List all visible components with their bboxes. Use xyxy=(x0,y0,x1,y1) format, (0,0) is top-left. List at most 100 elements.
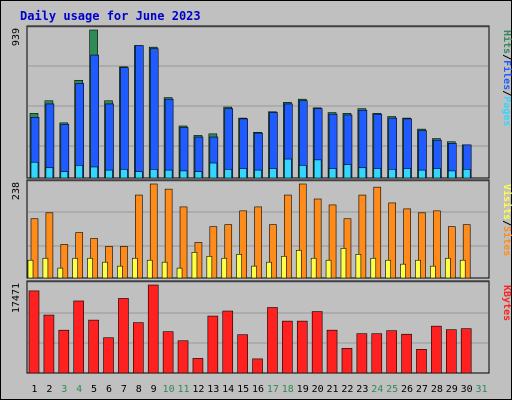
bar-kbytes-day-12 xyxy=(192,358,204,374)
bar-visits-day-21 xyxy=(325,259,332,279)
bar-files-day-10 xyxy=(164,98,174,179)
panel-1-ymax-label: 939 xyxy=(11,28,22,46)
bar-sites-day-17 xyxy=(269,224,277,279)
bar-pages-day-18 xyxy=(284,158,292,179)
bar-files-day-8 xyxy=(135,45,144,179)
bar-kbytes-day-24 xyxy=(371,333,383,374)
series-label-visits: Visits xyxy=(501,184,512,220)
bar-sites-day-28 xyxy=(433,210,441,279)
bar-visits-day-7 xyxy=(117,265,123,279)
bar-pages-day-19 xyxy=(298,165,307,179)
bar-files-day-4 xyxy=(75,83,85,179)
x-tick-day-9: 9 xyxy=(151,384,157,395)
bar-sites-day-8 xyxy=(135,194,143,279)
x-tick-day-26: 26 xyxy=(401,384,413,395)
bar-visits-day-14 xyxy=(221,257,228,279)
x-tick-day-20: 20 xyxy=(312,384,324,395)
chart-title: Daily usage for June 2023 xyxy=(20,9,201,23)
x-tick-day-10: 10 xyxy=(163,384,175,395)
bar-sites-day-9 xyxy=(149,183,158,279)
bar-sites-day-21 xyxy=(328,204,337,279)
x-tick-day-14: 14 xyxy=(222,384,234,395)
bar-visits-day-6 xyxy=(102,261,108,279)
x-tick-day-1: 1 xyxy=(31,384,37,395)
bar-pages-day-13 xyxy=(209,162,218,179)
bar-files-day-14 xyxy=(224,108,234,179)
bar-pages-day-29 xyxy=(447,170,456,179)
bar-pages-day-10 xyxy=(164,169,173,179)
x-tick-day-15: 15 xyxy=(237,384,249,395)
bar-visits-day-29 xyxy=(444,257,451,279)
bar-kbytes-day-11 xyxy=(177,340,189,374)
bar-visits-day-5 xyxy=(87,257,93,279)
bar-pages-day-12 xyxy=(194,171,203,179)
bar-sites-day-16 xyxy=(254,206,262,279)
bar-kbytes-day-21 xyxy=(326,329,338,374)
bar-sites-day-10 xyxy=(164,188,173,279)
bar-kbytes-day-7 xyxy=(118,298,129,374)
bar-kbytes-day-8 xyxy=(133,322,144,374)
x-tick-day-17: 17 xyxy=(267,384,279,395)
bar-sites-day-15 xyxy=(239,210,247,279)
bar-visits-day-30 xyxy=(459,259,466,279)
bar-files-day-7 xyxy=(120,67,129,179)
series-label-kbytes: KBytes xyxy=(501,285,512,321)
bar-visits-day-12 xyxy=(191,252,198,279)
x-tick-day-5: 5 xyxy=(91,384,97,395)
bar-files-day-9 xyxy=(149,48,159,179)
x-tick-day-31: 31 xyxy=(476,384,488,395)
x-tick-day-25: 25 xyxy=(386,384,398,395)
series-label-hits: Hits xyxy=(501,30,512,54)
bar-kbytes-day-20 xyxy=(311,311,323,374)
bar-visits-day-19 xyxy=(295,250,302,279)
bar-sites-day-18 xyxy=(284,194,292,279)
x-tick-day-29: 29 xyxy=(446,384,458,395)
series-label-sites: Sites xyxy=(501,226,512,256)
bar-pages-day-14 xyxy=(224,169,233,179)
panel-3-series-labels: KBytes xyxy=(501,285,512,321)
bar-visits-day-17 xyxy=(266,261,272,279)
x-tick-day-13: 13 xyxy=(207,384,219,395)
bar-sites-day-30 xyxy=(462,224,471,279)
x-tick-day-4: 4 xyxy=(76,384,82,395)
bar-visits-day-1 xyxy=(27,259,34,279)
bar-kbytes-day-25 xyxy=(386,330,397,374)
bar-pages-day-1 xyxy=(30,161,39,179)
x-tick-day-22: 22 xyxy=(341,384,353,395)
bar-kbytes-day-23 xyxy=(356,333,368,374)
series-label-separator: / xyxy=(501,54,512,60)
bar-kbytes-day-22 xyxy=(341,348,353,374)
x-tick-day-23: 23 xyxy=(356,384,368,395)
bar-kbytes-day-30 xyxy=(460,328,472,374)
bar-kbytes-day-1 xyxy=(28,290,40,374)
bar-visits-day-4 xyxy=(72,257,79,279)
bar-kbytes-day-28 xyxy=(431,325,442,374)
bar-visits-day-28 xyxy=(430,265,436,279)
bar-sites-day-25 xyxy=(388,202,396,279)
panel-3-ymax-label: 17471 xyxy=(11,283,22,313)
bar-pages-day-25 xyxy=(388,169,396,179)
x-tick-day-8: 8 xyxy=(136,384,142,395)
bar-kbytes-day-14 xyxy=(222,310,234,374)
bar-pages-day-6 xyxy=(105,169,113,179)
bar-visits-day-8 xyxy=(132,257,138,279)
bar-files-day-11 xyxy=(179,127,189,179)
bar-kbytes-day-10 xyxy=(162,331,174,374)
bar-visits-day-27 xyxy=(415,259,421,279)
bar-visits-day-24 xyxy=(370,257,377,279)
bar-visits-day-18 xyxy=(281,255,287,279)
bar-sites-day-29 xyxy=(447,226,456,279)
bar-pages-day-26 xyxy=(403,168,411,179)
bar-kbytes-day-18 xyxy=(282,320,293,374)
series-label-files: Files xyxy=(501,60,512,90)
bar-visits-day-22 xyxy=(340,248,347,279)
panel-2-ymax-label: 238 xyxy=(11,182,22,200)
x-tick-day-21: 21 xyxy=(326,384,338,395)
bar-visits-day-15 xyxy=(236,254,242,279)
bar-pages-day-28 xyxy=(433,168,441,179)
x-tick-day-27: 27 xyxy=(416,384,428,395)
bar-pages-day-16 xyxy=(254,169,262,179)
bar-sites-day-26 xyxy=(403,208,411,279)
x-tick-day-7: 7 xyxy=(121,384,127,395)
